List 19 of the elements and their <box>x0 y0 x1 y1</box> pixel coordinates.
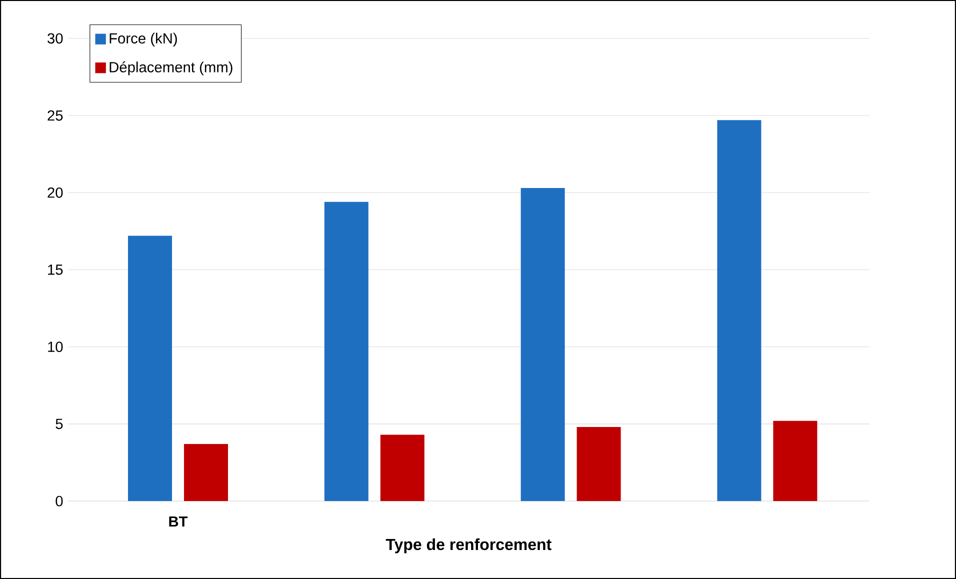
bar <box>128 236 172 502</box>
bar <box>380 434 424 502</box>
legend-label: Force (kN) <box>110 32 177 46</box>
y-tick-label: 30 <box>48 33 63 44</box>
y-tick-label: 10 <box>48 342 63 352</box>
bar <box>773 420 818 502</box>
bar <box>184 444 228 502</box>
x-axis-title: Type de renforcement <box>386 538 552 554</box>
y-tick-label: 5 <box>56 418 63 430</box>
bar <box>324 202 368 502</box>
bar <box>717 120 762 502</box>
y-tick-label: 15 <box>48 264 63 275</box>
y-tick-label: 25 <box>48 110 63 121</box>
y-tick-label: 0 <box>56 496 63 506</box>
y-tick-label: 20 <box>48 187 63 198</box>
x-tick-label: BT <box>169 516 188 526</box>
bar <box>520 188 565 502</box>
bar <box>576 427 621 502</box>
legend-label: Déplacement (mm) <box>110 61 232 76</box>
